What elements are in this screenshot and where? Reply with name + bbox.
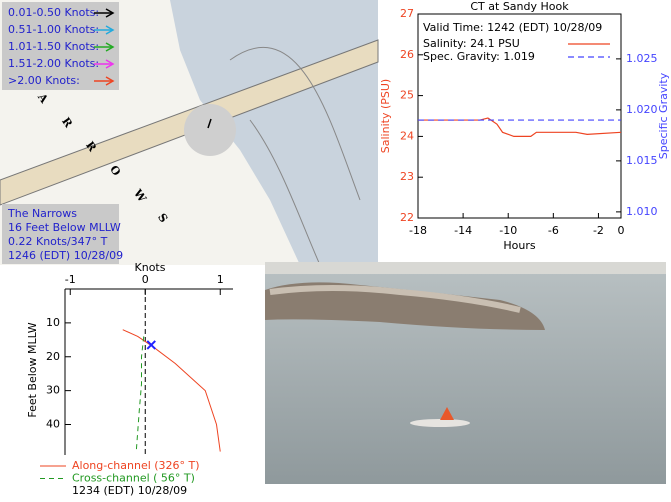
x-tick-label: -14 bbox=[454, 224, 472, 237]
chart-title: CT at Sandy Hook bbox=[470, 0, 569, 13]
legend-label: 0.51-1.00 Knots: bbox=[8, 23, 99, 36]
y2-tick-label: 1.015 bbox=[626, 154, 658, 167]
station-circle bbox=[184, 104, 236, 156]
y2-tick-label: 1.020 bbox=[626, 103, 658, 116]
series-line bbox=[418, 118, 621, 136]
current-marker bbox=[147, 341, 155, 349]
y2-tick-label: 1.010 bbox=[626, 205, 658, 218]
x-tick-label: -2 bbox=[593, 224, 604, 237]
photo bbox=[265, 262, 666, 484]
x-axis-label: Knots bbox=[135, 261, 166, 274]
legend-label: Salinity: 24.1 PSU bbox=[423, 37, 520, 50]
legend-label: 1.01-1.50 Knots: bbox=[8, 40, 99, 53]
legend-label: Spec. Gravity: 1.019 bbox=[423, 50, 535, 63]
legend-label: 0.01-0.50 Knots: bbox=[8, 6, 99, 19]
y-tick-label: 25 bbox=[400, 89, 414, 102]
y-tick-label: 24 bbox=[400, 129, 414, 142]
x-tick-label: 0 bbox=[618, 224, 625, 237]
photo-buoy bbox=[410, 419, 470, 427]
annotation: Valid Time: 1242 (EDT) 10/28/09 bbox=[423, 21, 602, 34]
info-text: 1246 (EDT) 10/28/09 bbox=[8, 249, 123, 262]
legend-label: Cross-channel ( 56° T) bbox=[72, 472, 195, 485]
x-tick-label: 1 bbox=[217, 273, 224, 286]
y-tick-label: 10 bbox=[46, 316, 60, 329]
y2-axis-label: Specific Gravity bbox=[657, 72, 670, 159]
footer-time: 1234 (EDT) 10/28/09 bbox=[72, 484, 187, 497]
x-tick-label: -18 bbox=[409, 224, 427, 237]
y-tick-label: 22 bbox=[400, 211, 414, 224]
y-axis-label: Feet Below MLLW bbox=[26, 322, 39, 417]
legend-label: >2.00 Knots: bbox=[8, 74, 80, 87]
info-text: 0.22 Knots/347° T bbox=[8, 235, 108, 248]
x-tick-label: 0 bbox=[142, 273, 149, 286]
y-tick-label: 30 bbox=[46, 384, 60, 397]
x-tick-label: -10 bbox=[499, 224, 517, 237]
x-axis-label: Hours bbox=[503, 239, 535, 252]
profile-line bbox=[123, 330, 221, 452]
x-tick-label: -6 bbox=[548, 224, 559, 237]
y-axis-label: Salinity (PSU) bbox=[379, 79, 392, 153]
y-tick-label: 26 bbox=[400, 48, 414, 61]
legend-label: 1.51-2.00 Knots: bbox=[8, 57, 99, 70]
profile-line bbox=[136, 336, 144, 451]
y2-tick-label: 1.025 bbox=[626, 52, 658, 65]
legend-label: Along-channel (326° T) bbox=[72, 459, 200, 472]
y-tick-label: 23 bbox=[400, 170, 414, 183]
y-tick-label: 40 bbox=[46, 418, 60, 431]
photo-sky bbox=[265, 262, 666, 274]
x-tick-label: -1 bbox=[65, 273, 76, 286]
dashboard: 0.01-0.50 Knots: 0.51-1.00 Knots: 1.01-1.5… bbox=[0, 0, 671, 502]
y-tick-label: 20 bbox=[46, 350, 60, 363]
info-text: 16 Feet Below MLLW bbox=[8, 221, 121, 234]
info-text: The Narrows bbox=[7, 207, 77, 220]
y-tick-label: 27 bbox=[400, 7, 414, 20]
